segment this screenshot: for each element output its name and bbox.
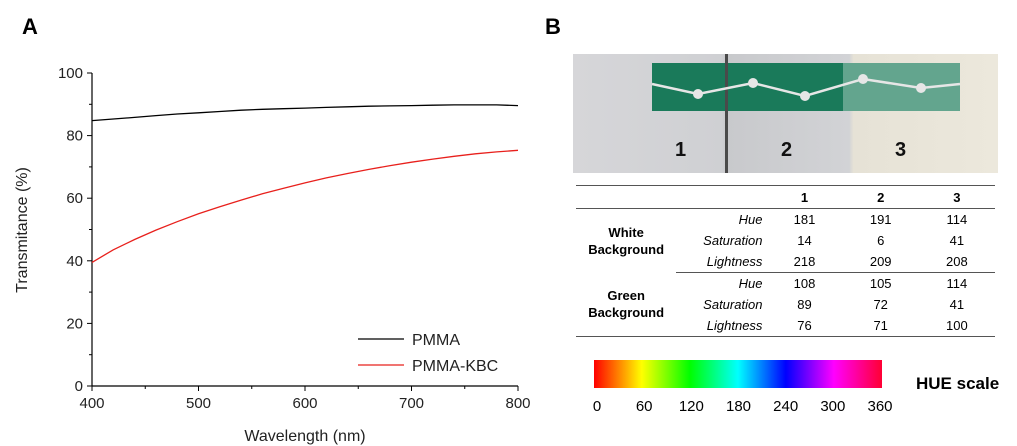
table-row: Green Background Hue 108 105 114 <box>576 272 995 337</box>
divider-line <box>725 54 728 173</box>
x-tick-label: 600 <box>292 395 317 412</box>
hue-tick-label: 360 <box>867 398 893 415</box>
group-label-line1: White <box>608 224 644 240</box>
cell: 14 <box>797 233 812 248</box>
hue-scale-title: HUE scale <box>916 374 1000 393</box>
series-line-pmma-kbc <box>91 149 519 263</box>
table-row: Lightness 218 209 208 <box>576 251 995 273</box>
attr-label: Lightness <box>676 251 767 273</box>
cell: 89 <box>797 297 812 312</box>
attr-label: Hue <box>738 276 763 291</box>
y-tick-label: 60 <box>66 190 83 207</box>
x-axis-title: Wavelength (nm) <box>244 428 365 445</box>
transmittance-chart: 400 500 600 700 800 0 20 40 60 80 100 Wavelength (… <box>14 65 531 445</box>
cell: 218 <box>766 251 843 273</box>
table-row: White Background Hue 181 191 114 <box>576 209 995 257</box>
group-label-white: White Background <box>576 209 676 273</box>
table-row: Saturation 89 72 41 <box>576 294 995 315</box>
x-tick-label: 700 <box>399 395 424 412</box>
hue-tick-label: 180 <box>725 398 752 415</box>
attr-label: Saturation <box>703 297 763 312</box>
cell: 108 <box>793 276 816 291</box>
cell: 209 <box>842 251 919 273</box>
cell: 114 <box>946 276 968 291</box>
panel-label-a: A <box>22 14 38 39</box>
legend-label-pmma-kbc: PMMA-KBC <box>412 358 498 375</box>
col-header-3: 3 <box>918 185 995 209</box>
series-line-pmma <box>91 104 519 122</box>
cell: 114 <box>946 212 968 227</box>
sample-photo: 1 2 3 <box>573 54 998 173</box>
cell: 72 <box>873 297 888 312</box>
table-header-row: 1 2 3 <box>576 185 995 209</box>
zigzag-line <box>651 74 961 101</box>
attr-label: Saturation <box>703 233 763 248</box>
cell: 105 <box>869 276 892 291</box>
hsl-table: 1 2 3 White Background Hue 181 191 114 S… <box>576 185 995 337</box>
y-tick-label: 100 <box>58 65 83 82</box>
attr-label: Hue <box>738 212 763 227</box>
cell: 191 <box>869 212 892 227</box>
photo-label-2: 2 <box>781 139 793 161</box>
panel-label-b: B <box>545 14 561 39</box>
cell: 41 <box>949 297 965 312</box>
x-tick-label: 800 <box>505 395 530 412</box>
chart-series <box>91 104 519 263</box>
group-label-green: Green Background <box>576 272 677 337</box>
hue-scale-bar <box>594 360 882 388</box>
y-tick-label: 80 <box>66 128 83 145</box>
attr-label: Lightness <box>676 315 767 337</box>
cell: 76 <box>766 315 843 337</box>
cell: 6 <box>877 233 885 248</box>
hue-tick-label: 0 <box>592 398 602 415</box>
y-axis-title: Transmitance (%) <box>14 167 31 293</box>
group-label-line1: Green <box>607 288 645 304</box>
hue-tick-label: 300 <box>820 398 846 415</box>
cell: 208 <box>918 251 995 273</box>
cell: 181 <box>793 212 816 227</box>
chart-legend: PMMA PMMA-KBC <box>358 332 498 375</box>
col-header-2: 2 <box>842 185 919 209</box>
cell: 71 <box>842 315 919 337</box>
col-header-1: 1 <box>766 185 843 209</box>
x-tick-label: 500 <box>186 395 211 412</box>
hue-tick-label: 120 <box>678 398 704 415</box>
header-empty-2 <box>676 185 767 209</box>
group-label-line2: Background <box>588 305 665 321</box>
photo-label-1: 1 <box>675 139 687 161</box>
photo-label-3: 3 <box>895 139 907 161</box>
y-tick-label: 20 <box>66 315 83 332</box>
table-row: Saturation 14 6 41 <box>576 230 995 251</box>
cell: 41 <box>949 233 965 248</box>
hue-tick-label: 240 <box>773 398 799 415</box>
cell: 100 <box>918 315 995 337</box>
group-label-line2: Background <box>588 241 665 257</box>
header-empty-1 <box>576 185 677 209</box>
y-tick-label: 0 <box>75 378 83 395</box>
x-tick-label: 400 <box>79 395 104 412</box>
chart-ticks: 400 500 600 700 800 0 20 40 60 80 100 <box>58 65 531 412</box>
hue-tick-label: 60 <box>635 398 653 415</box>
legend-label-pmma: PMMA <box>412 332 460 349</box>
table-row: Lightness 76 71 100 <box>576 315 995 337</box>
y-tick-label: 40 <box>66 253 83 270</box>
